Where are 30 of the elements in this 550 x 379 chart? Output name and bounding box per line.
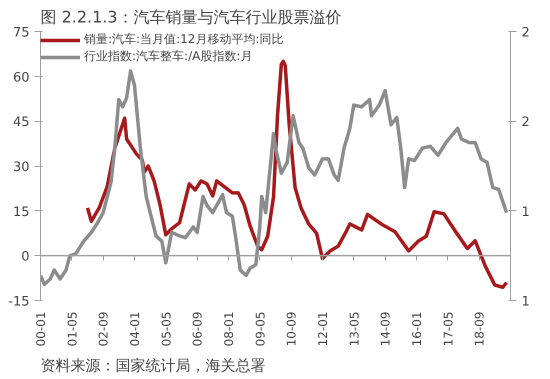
y-tick-label: 45 [12,115,30,130]
y2-tick-label: 2 [522,115,530,130]
legend-label: 行业指数:汽车整车:/A股指数:月 [84,48,252,65]
y-tick-label: -15 [8,294,30,310]
y-tick-label: 75 [12,26,30,40]
x-tick-label: 13-05 [347,311,362,346]
x-tick-label: 06-09 [190,311,205,346]
x-tick-label: 12-01 [316,311,330,346]
x-tick-label: 17-05 [441,311,456,346]
x-tick-label: 16-01 [410,311,424,346]
x-tick-label: 01-05 [65,311,80,346]
y2-tick-label: 1 [522,294,530,310]
y2-tick-label: 1 [522,204,530,220]
x-tick-label: 08-01 [222,311,236,346]
y2-tick-label: 2 [522,26,530,40]
y-tick-label: 60 [12,70,30,86]
y-tick-label: 15 [12,204,30,220]
x-tick-label: 10-09 [284,311,299,346]
y-tick-label: 30 [12,160,30,175]
chart-title: 图 2.2.1.3：汽车销量与汽车行业股票溢价 [40,8,342,26]
text: 资料来源：国家统计局，海关总署 [40,356,266,374]
x-tick-label: 02-09 [96,311,111,346]
legend-label: 销量:汽车:当月值:12月移动平均:同比 [84,31,284,48]
y-tick-label: 0 [21,250,30,265]
x-tick-label: 00-01 [34,311,48,346]
x-tick-label: 05-05 [159,311,174,346]
x-tick-label: 14-09 [378,311,393,346]
x-tick-label: 04-01 [128,311,142,346]
x-tick-label: 09-05 [253,311,268,346]
x-tick-label: 18-09 [472,311,487,346]
